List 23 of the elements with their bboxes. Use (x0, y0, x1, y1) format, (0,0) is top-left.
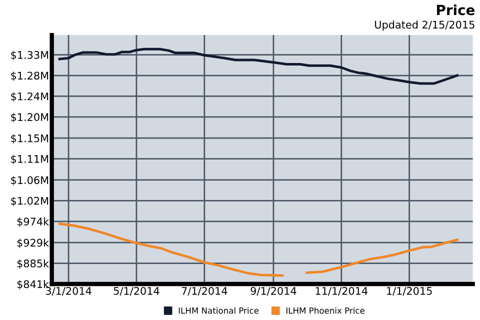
y-tick-label: $1.24M (11, 92, 48, 102)
y-tick-label: $1.28M (11, 72, 48, 82)
x-tick-label: 9/1/2014 (250, 286, 296, 296)
x-tick-label: 3/1/2014 (46, 286, 92, 296)
chart-subtitle: Updated 2/15/2015 (375, 20, 474, 31)
y-tick-label: $1.20M (11, 112, 48, 122)
y-tick-label: $1.11M (11, 154, 48, 164)
chart-title: Price (437, 4, 475, 16)
y-tick-label: $1.15M (11, 134, 48, 144)
x-tick-label: 7/1/2014 (182, 286, 228, 296)
y-tick-label: $885k (17, 259, 50, 269)
line-series (58, 48, 458, 85)
y-tick-label: $1.33M (11, 50, 48, 60)
legend-label: ILHM National Price (178, 307, 259, 314)
x-tick-label: 11/1/2014 (316, 286, 368, 296)
y-tick-label: $1.02M (11, 196, 48, 206)
y-tick-label: $1.06M (11, 176, 48, 186)
y-tick-label: $929k (17, 238, 50, 248)
y-tick-label: $841k (17, 280, 50, 290)
y-tick-label: $974k (17, 217, 50, 227)
legend-label: ILHM Phoenix Price (286, 307, 364, 314)
x-tick-label: 5/1/2014 (114, 286, 160, 296)
x-tick-label: 1/1/2015 (387, 286, 432, 296)
